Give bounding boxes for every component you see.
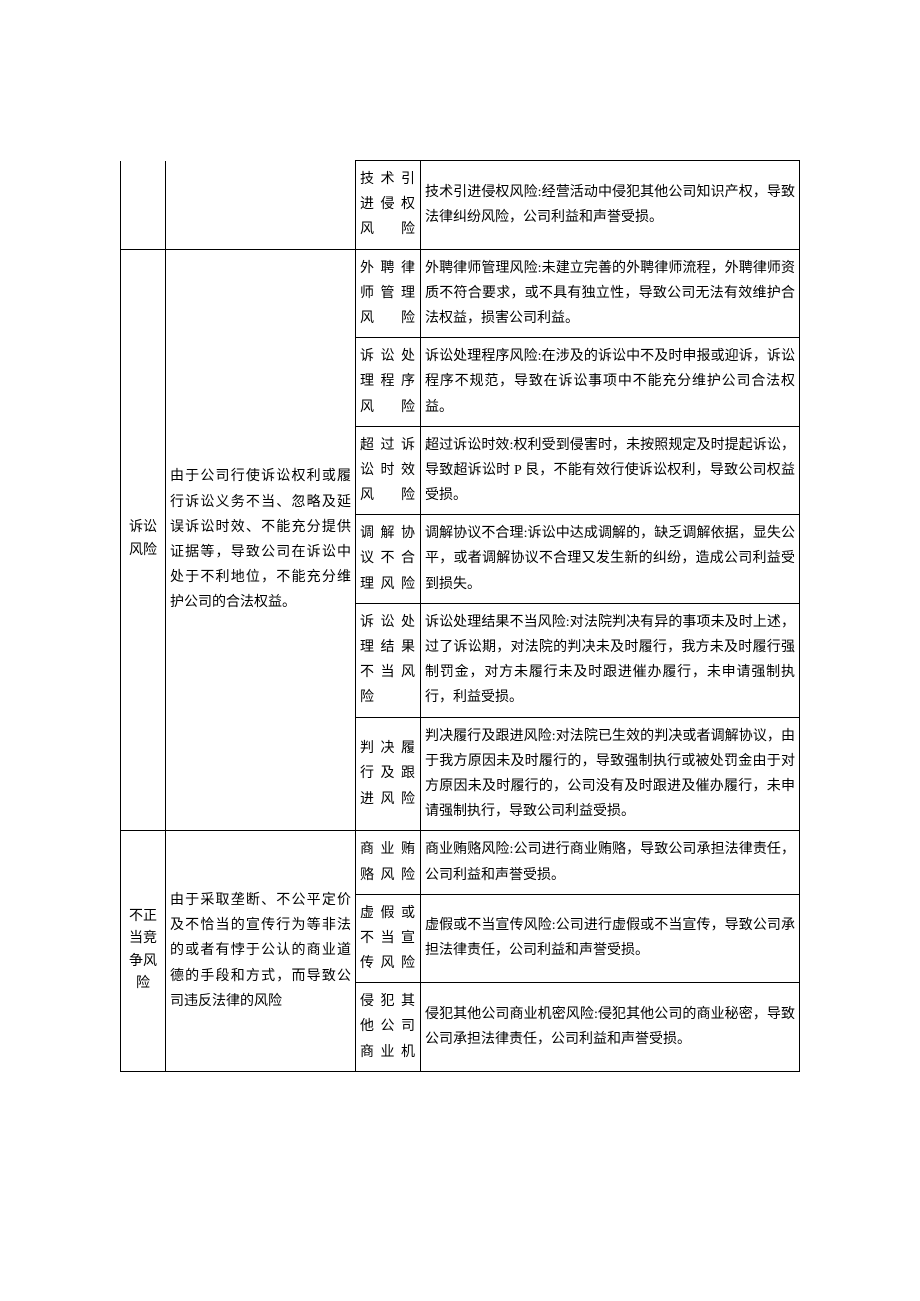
- table-row: 技术引进侵权风险 技术引进侵权风险:经营活动中侵犯其他公司知识产权，导致法律纠纷…: [121, 161, 800, 250]
- risk-desc-cell: 超过诉讼时效:权利受到侵害时，未按照规定及时提起诉讼，导致超诉讼时 P 艮，不能…: [421, 426, 800, 515]
- risk-desc-cell: 侵犯其他公司商业机密风险:侵犯其他公司的商业秘密，导致公司承担法律责任，公司利益…: [421, 983, 800, 1072]
- category-desc-cell: 由于采取垄断、不公平定价及不恰当的宣传行为等非法的或者有悖于公认的商业道德的手段…: [166, 831, 356, 1072]
- risk-name-cell: 诉讼处理结果不当风险: [356, 603, 421, 717]
- risk-name-cell: 判决履行及跟进风险: [356, 717, 421, 831]
- risk-desc-cell: 外聘律师管理风险:未建立完善的外聘律师流程，外聘律师资质不符合要求，或不具有独立…: [421, 249, 800, 338]
- risk-desc-cell: 技术引进侵权风险:经营活动中侵犯其他公司知识产权，导致法律纠纷风险，公司利益和声…: [421, 161, 800, 250]
- document-page: 技术引进侵权风险 技术引进侵权风险:经营活动中侵犯其他公司知识产权，导致法律纠纷…: [0, 0, 920, 1192]
- table-row: 诉讼风险 由于公司行使诉讼权利或履行诉讼义务不当、忽略及延误诉讼时效、不能充分提…: [121, 249, 800, 338]
- risk-name-cell: 超过诉讼时效风险: [356, 426, 421, 515]
- risk-desc-cell: 调解协议不合理:诉讼中达成调解的，缺乏调解依据，显失公平，或者调解协议不合理又发…: [421, 515, 800, 604]
- risk-name-cell: 侵犯其他公司商业机: [356, 983, 421, 1072]
- risk-name-cell: 虚假或不当宣传风险: [356, 894, 421, 983]
- category-cell: [121, 161, 166, 250]
- category-desc-cell: 由于公司行使诉讼权利或履行诉讼义务不当、忽略及延误诉讼时效、不能充分提供证据等，…: [166, 249, 356, 831]
- risk-desc-cell: 诉讼处理程序风险:在涉及的诉讼中不及时申报或迎诉，诉讼程序不规范，导致在诉讼事项…: [421, 338, 800, 427]
- risk-name-cell: 商业贿赂风险: [356, 831, 421, 894]
- risk-desc-cell: 商业贿赂风险:公司进行商业贿赂，导致公司承担法律责任，公司利益和声誉受损。: [421, 831, 800, 894]
- risk-desc-cell: 诉讼处理结果不当风险:对法院判决有异的事项未及时上述，过了诉讼期，对法院的判决未…: [421, 603, 800, 717]
- risk-name-cell: 技术引进侵权风险: [356, 161, 421, 250]
- category-cell: 不正当竞争风险: [121, 831, 166, 1072]
- risk-name-cell: 诉讼处理程序风险: [356, 338, 421, 427]
- risk-table: 技术引进侵权风险 技术引进侵权风险:经营活动中侵犯其他公司知识产权，导致法律纠纷…: [120, 160, 800, 1072]
- risk-name-cell: 外聘律师管理风险: [356, 249, 421, 338]
- risk-name-cell: 调解协议不合理风险: [356, 515, 421, 604]
- risk-desc-cell: 判决履行及跟进风险:对法院已生效的判决或者调解协议，由于我方原因未及时履行的，导…: [421, 717, 800, 831]
- risk-desc-cell: 虚假或不当宣传风险:公司进行虚假或不当宣传，导致公司承担法律责任，公司利益和声誉…: [421, 894, 800, 983]
- table-row: 不正当竞争风险 由于采取垄断、不公平定价及不恰当的宣传行为等非法的或者有悖于公认…: [121, 831, 800, 894]
- category-cell: 诉讼风险: [121, 249, 166, 831]
- category-desc-cell: [166, 161, 356, 250]
